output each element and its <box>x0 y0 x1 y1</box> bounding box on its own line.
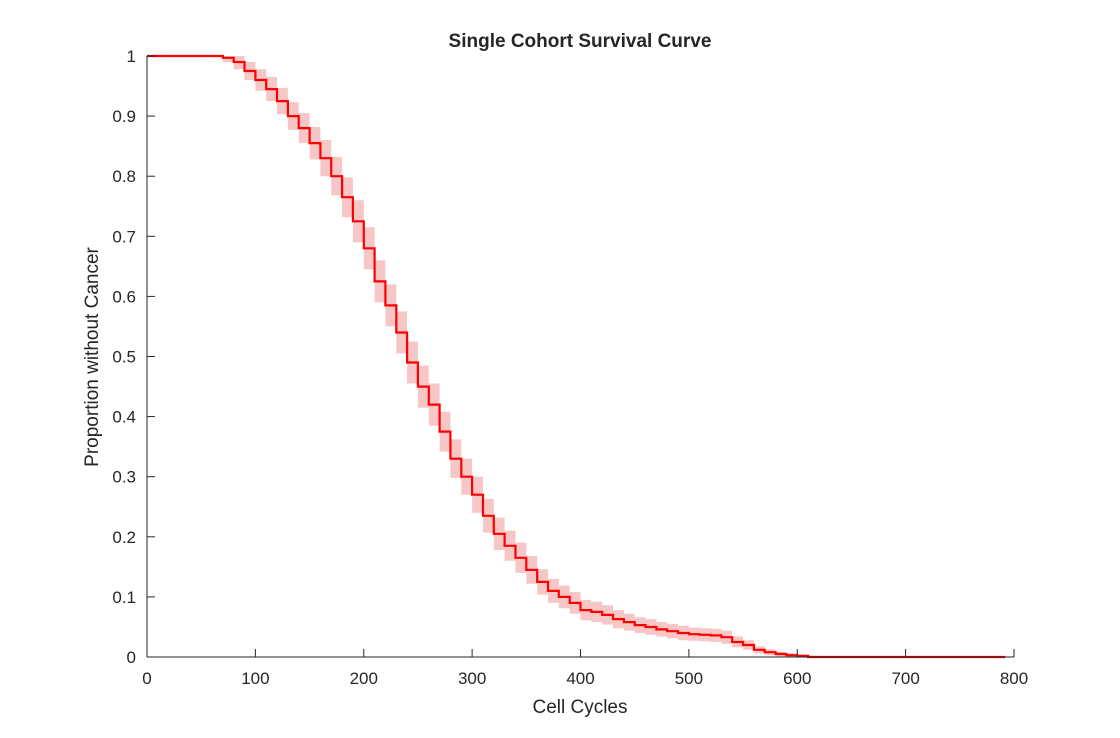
y-tick-label: 0.7 <box>112 227 136 246</box>
x-tick-label: 400 <box>566 669 594 688</box>
y-tick-label: 0.9 <box>112 107 136 126</box>
y-tick-label: 0.6 <box>112 287 136 306</box>
y-tick-label: 0 <box>127 648 136 667</box>
x-tick-label: 600 <box>783 669 811 688</box>
x-tick-label: 100 <box>241 669 269 688</box>
y-tick-label: 1 <box>127 47 136 66</box>
y-tick-label: 0.1 <box>112 588 136 607</box>
confidence-band <box>147 56 1006 657</box>
x-tick-label: 800 <box>1000 669 1028 688</box>
axes <box>146 55 1015 658</box>
x-axis-label: Cell Cycles <box>532 697 627 718</box>
x-tick-label: 700 <box>891 669 919 688</box>
y-tick-label: 0.4 <box>112 408 136 427</box>
y-tick-label: 0.5 <box>112 348 136 367</box>
x-tick-label: 200 <box>350 669 378 688</box>
x-tick-label: 300 <box>458 669 486 688</box>
tick-labels: 0 100 200 300 400 500 600 700 800 0 0.1 0.2 0.3 0.4 0.… <box>112 47 1028 688</box>
y-tick-label: 0.8 <box>112 167 136 186</box>
y-axis-label: Proportion without Cancer <box>82 246 103 466</box>
chart-title: Single Cohort Survival Curve <box>449 31 712 52</box>
x-tick-label: 500 <box>675 669 703 688</box>
survival-line-layer <box>147 54 1006 659</box>
y-tick-label: 0.3 <box>112 468 136 487</box>
confidence-band-layer <box>147 56 1006 657</box>
survival-line <box>147 54 1006 659</box>
x-tick-label: 0 <box>142 669 151 688</box>
y-tick-label: 0.2 <box>112 528 136 547</box>
